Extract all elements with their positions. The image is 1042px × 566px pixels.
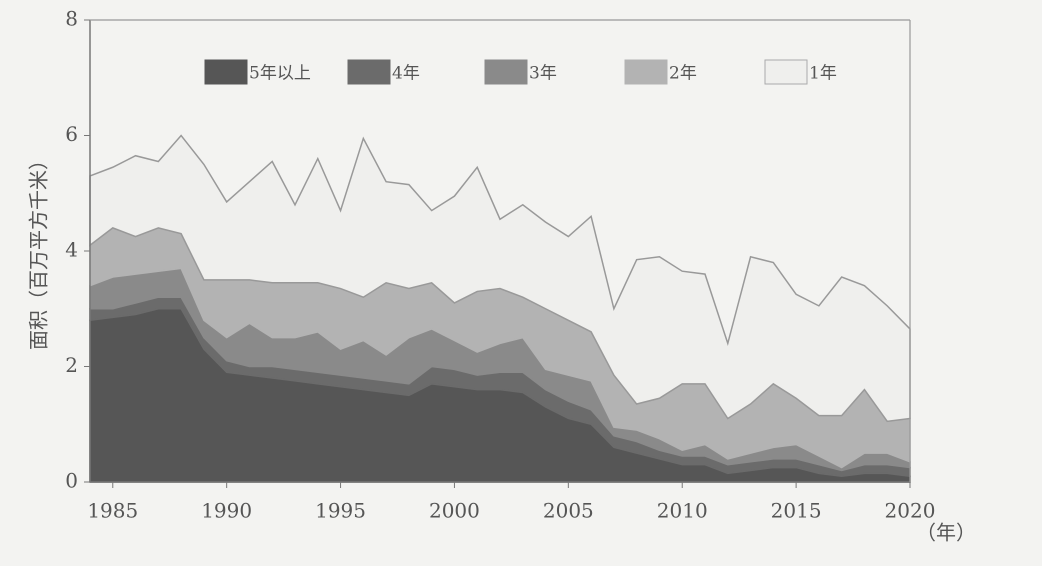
legend-swatch [347, 59, 391, 85]
y-tick-label: 0 [65, 469, 78, 493]
y-tick-label: 6 [65, 122, 78, 146]
x-tick-label: 2005 [543, 499, 594, 523]
legend-label: 2年 [669, 64, 697, 84]
legend-label: 3年 [529, 64, 557, 84]
y-tick-label: 4 [65, 238, 78, 262]
x-tick-label: 2000 [429, 499, 480, 523]
y-tick-label: 2 [65, 353, 78, 377]
x-axis-label: （年） [916, 521, 976, 545]
legend-swatch [204, 59, 248, 85]
y-tick-label: 8 [65, 7, 78, 31]
legend-swatch [484, 59, 528, 85]
x-tick-label: 2015 [771, 499, 822, 523]
y-axis-label: 面积（百万平方千米） [27, 150, 51, 350]
x-tick-label: 2010 [657, 499, 708, 523]
x-tick-label: 1985 [87, 499, 138, 523]
legend-swatch [624, 59, 668, 85]
x-tick-label: 1995 [315, 499, 366, 523]
legend-swatch [764, 59, 808, 85]
legend-label: 5年以上 [249, 64, 311, 84]
x-tick-label: 1990 [201, 499, 252, 523]
legend-label: 1年 [809, 64, 837, 84]
x-tick-label: 2020 [885, 499, 936, 523]
legend: 5年以上 4年 3年 2年 1年 [204, 59, 837, 85]
legend-label: 4年 [392, 64, 420, 84]
